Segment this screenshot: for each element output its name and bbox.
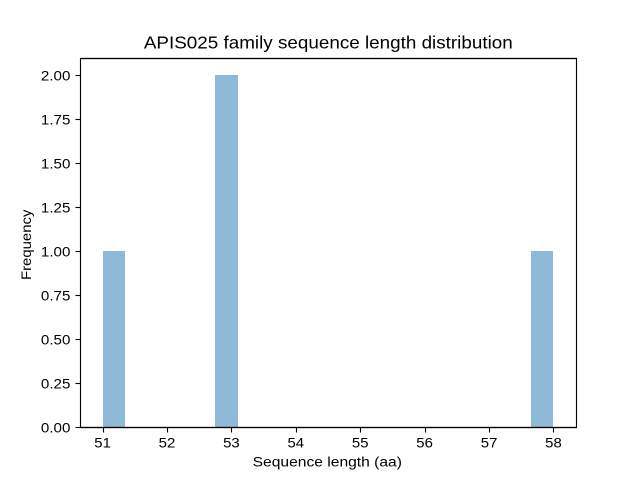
- svg-text:57: 57: [481, 435, 498, 451]
- svg-text:51: 51: [94, 435, 111, 451]
- svg-text:1.75: 1.75: [41, 112, 71, 128]
- svg-text:2.00: 2.00: [41, 68, 71, 84]
- svg-text:APIS025 family sequence length: APIS025 family sequence length distribut…: [144, 33, 513, 53]
- svg-text:56: 56: [416, 435, 433, 451]
- svg-text:0.00: 0.00: [41, 420, 71, 436]
- svg-text:Sequence length (aa): Sequence length (aa): [253, 454, 402, 470]
- svg-text:54: 54: [288, 435, 305, 451]
- svg-text:0.25: 0.25: [41, 376, 71, 392]
- svg-text:1.25: 1.25: [41, 200, 71, 216]
- svg-text:0.50: 0.50: [41, 332, 71, 348]
- svg-text:58: 58: [545, 435, 562, 451]
- svg-text:1.50: 1.50: [41, 156, 71, 172]
- svg-text:0.75: 0.75: [41, 288, 71, 304]
- svg-text:52: 52: [159, 435, 176, 451]
- svg-text:53: 53: [223, 435, 240, 451]
- svg-text:Frequency: Frequency: [18, 209, 34, 280]
- svg-text:1.00: 1.00: [41, 244, 71, 260]
- svg-text:55: 55: [352, 435, 369, 451]
